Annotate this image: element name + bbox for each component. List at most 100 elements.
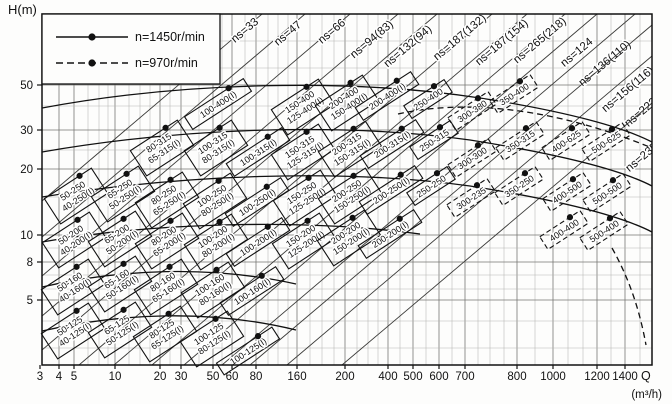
ns-line xyxy=(151,14,566,365)
x-tick-label: 200 xyxy=(335,371,354,383)
pump-model-label: 350-250 xyxy=(503,173,536,199)
duty-point-dot xyxy=(303,128,310,135)
y-tick-label: 30 xyxy=(20,125,33,137)
x-axis-title: Q xyxy=(641,369,651,383)
pump-region-box xyxy=(354,70,420,122)
x-tick-label: 10 xyxy=(109,371,122,383)
legend-solid-dot xyxy=(88,33,96,41)
pump-region-box xyxy=(90,165,156,223)
pump-region-box xyxy=(183,77,253,131)
duty-point-dot xyxy=(165,310,172,317)
duty-point-dot xyxy=(349,214,356,221)
pump-region-box xyxy=(182,172,248,230)
ns-line xyxy=(42,14,306,238)
x-tick-label: 20 xyxy=(154,371,167,383)
duty-point-dot xyxy=(474,142,482,149)
pump-region-box xyxy=(270,78,336,136)
ns-line xyxy=(249,24,652,365)
duty-point-dot xyxy=(166,263,173,270)
ns-line xyxy=(221,14,636,365)
pump-region-box xyxy=(43,167,109,225)
pump-region-box xyxy=(41,211,107,269)
pump-region-box xyxy=(358,164,424,216)
duty-point-dot xyxy=(120,306,127,313)
legend-label-970: n=970r/min xyxy=(135,56,198,70)
duty-point-dot xyxy=(254,333,262,340)
plot-border xyxy=(41,13,653,366)
pump-region-box xyxy=(129,119,195,177)
pump-region: 500-500 xyxy=(582,172,632,214)
pump-region-box xyxy=(447,90,497,132)
duty-point-dot xyxy=(215,177,222,184)
pump-region-box xyxy=(409,119,459,161)
x-tick-label: 1200 xyxy=(584,371,610,383)
duty-point-dot xyxy=(608,126,616,133)
envelope-curve-dashed xyxy=(397,106,652,149)
pump-region-box xyxy=(133,258,199,316)
x-tick-label: 1000 xyxy=(540,371,566,383)
x-axis-unit: (m³/h) xyxy=(631,389,662,401)
ns-line xyxy=(286,55,652,365)
duty-point-dot xyxy=(213,266,220,273)
ns-line xyxy=(113,14,528,365)
duty-point-dot xyxy=(264,133,271,140)
x-tick-label: 600 xyxy=(429,371,448,383)
duty-point-dot xyxy=(73,263,80,270)
duty-point-dot xyxy=(396,215,403,222)
pump-region-box xyxy=(317,167,383,225)
pump-region-box xyxy=(215,326,281,376)
y-tick-label: 8 xyxy=(27,257,33,269)
pump-region-box xyxy=(447,137,497,179)
pump-region-box xyxy=(316,209,382,267)
legend-box xyxy=(41,13,221,85)
y-tick-label: 20 xyxy=(20,164,33,176)
pump-model-label: 500-500 xyxy=(591,180,624,206)
pump-region: 400-400 xyxy=(539,209,589,251)
envelope-curve-dashed xyxy=(611,247,647,346)
duty-point-dot xyxy=(397,171,404,178)
pump-region-box xyxy=(225,216,291,268)
pump-region: 500-625 xyxy=(581,121,631,163)
pump-region-box xyxy=(271,212,337,270)
duty-point-dot xyxy=(350,125,357,132)
pump-region: 300-300 xyxy=(447,137,497,179)
pump-region: 300-235 xyxy=(446,177,496,219)
duty-point-dot xyxy=(569,176,577,183)
pump-model-label: 400-500 xyxy=(551,179,584,205)
duty-point-dot xyxy=(606,215,614,222)
y-tick-label: 50 xyxy=(20,80,33,92)
pump-region-box xyxy=(87,210,153,268)
x-tick-label: 60 xyxy=(226,371,239,383)
pump-region-box xyxy=(87,301,153,359)
duty-point-dot xyxy=(216,124,223,131)
duty-point-dot xyxy=(522,125,530,132)
pump-region: 300-380 xyxy=(447,90,497,132)
pump-region-box xyxy=(40,302,106,360)
duty-point-dot xyxy=(430,83,438,90)
duty-point-dot xyxy=(303,83,310,90)
duty-point-dot xyxy=(350,172,357,179)
pump-region-box xyxy=(579,210,629,252)
envelope-curve-solid xyxy=(42,175,652,233)
pump-region-box xyxy=(219,265,285,317)
ns-line xyxy=(341,102,652,365)
x-tick-label: 80 xyxy=(250,371,263,383)
x-tick-label: 800 xyxy=(507,371,526,383)
duty-point-dot xyxy=(120,215,127,222)
x-tick-label: 500 xyxy=(403,371,422,383)
pump-region-box xyxy=(446,177,496,219)
pump-region-box xyxy=(134,212,200,270)
x-tick-label: 4 xyxy=(56,371,63,383)
envelope-curves-layer xyxy=(42,84,652,346)
duty-point-dot xyxy=(473,182,481,189)
pump-region-box xyxy=(539,209,589,251)
duty-point-dot xyxy=(123,170,130,177)
